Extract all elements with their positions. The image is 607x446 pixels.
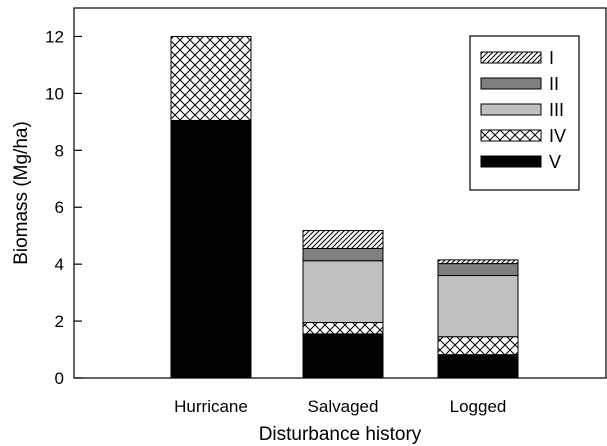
legend-swatch-iv: [480, 129, 542, 142]
bar-segment-logged-v: [437, 354, 519, 379]
y-tick-label: 2: [55, 312, 64, 331]
legend-label-iii: III: [549, 100, 564, 120]
x-tick-label: Hurricane: [174, 397, 248, 416]
x-tick-label: Salvaged: [308, 397, 379, 416]
y-tick-label: 8: [55, 141, 64, 160]
y-tick-label: 4: [55, 255, 64, 274]
bar-segment-salvaged-ii: [302, 248, 384, 262]
bar-segment-logged-i: [437, 259, 519, 265]
legend-swatch-iii: [480, 103, 542, 116]
legend-label-ii: II: [549, 74, 559, 94]
y-tick-label: 12: [45, 27, 64, 46]
y-axis-label: Biomass (Mg/ha): [11, 121, 32, 265]
x-axis-label: Disturbance history: [259, 424, 422, 445]
legend-label-i: I: [549, 48, 554, 68]
y-axis: 0 2 4 6 8 10 12: [45, 27, 82, 388]
bar-segment-salvaged-i: [302, 230, 384, 249]
bar-segment-logged-iii: [437, 275, 519, 338]
legend-label-iv: IV: [549, 126, 566, 146]
bar-segment-hurricane-v: [170, 119, 252, 379]
bar-segment-salvaged-v: [302, 333, 384, 379]
legend-swatch-i: [480, 51, 542, 64]
x-tick-label: Logged: [450, 397, 507, 416]
y-tick-label: 0: [55, 369, 64, 388]
bar-segment-logged-iv: [437, 336, 519, 356]
bar-segment-salvaged-iv: [302, 322, 384, 335]
legend-swatch-v: [480, 155, 542, 168]
bar-segment-logged-ii: [437, 263, 519, 277]
x-axis: Hurricane Salvaged Logged: [174, 397, 506, 416]
legend-swatch-ii: [480, 77, 542, 90]
bars-layer: [170, 35, 519, 379]
bar-segment-hurricane-iv: [170, 35, 252, 121]
y-tick-label: 6: [55, 198, 64, 217]
legend-label-v: V: [549, 152, 561, 172]
bar-segment-salvaged-iii: [302, 260, 384, 324]
y-tick-label: 10: [45, 84, 64, 103]
